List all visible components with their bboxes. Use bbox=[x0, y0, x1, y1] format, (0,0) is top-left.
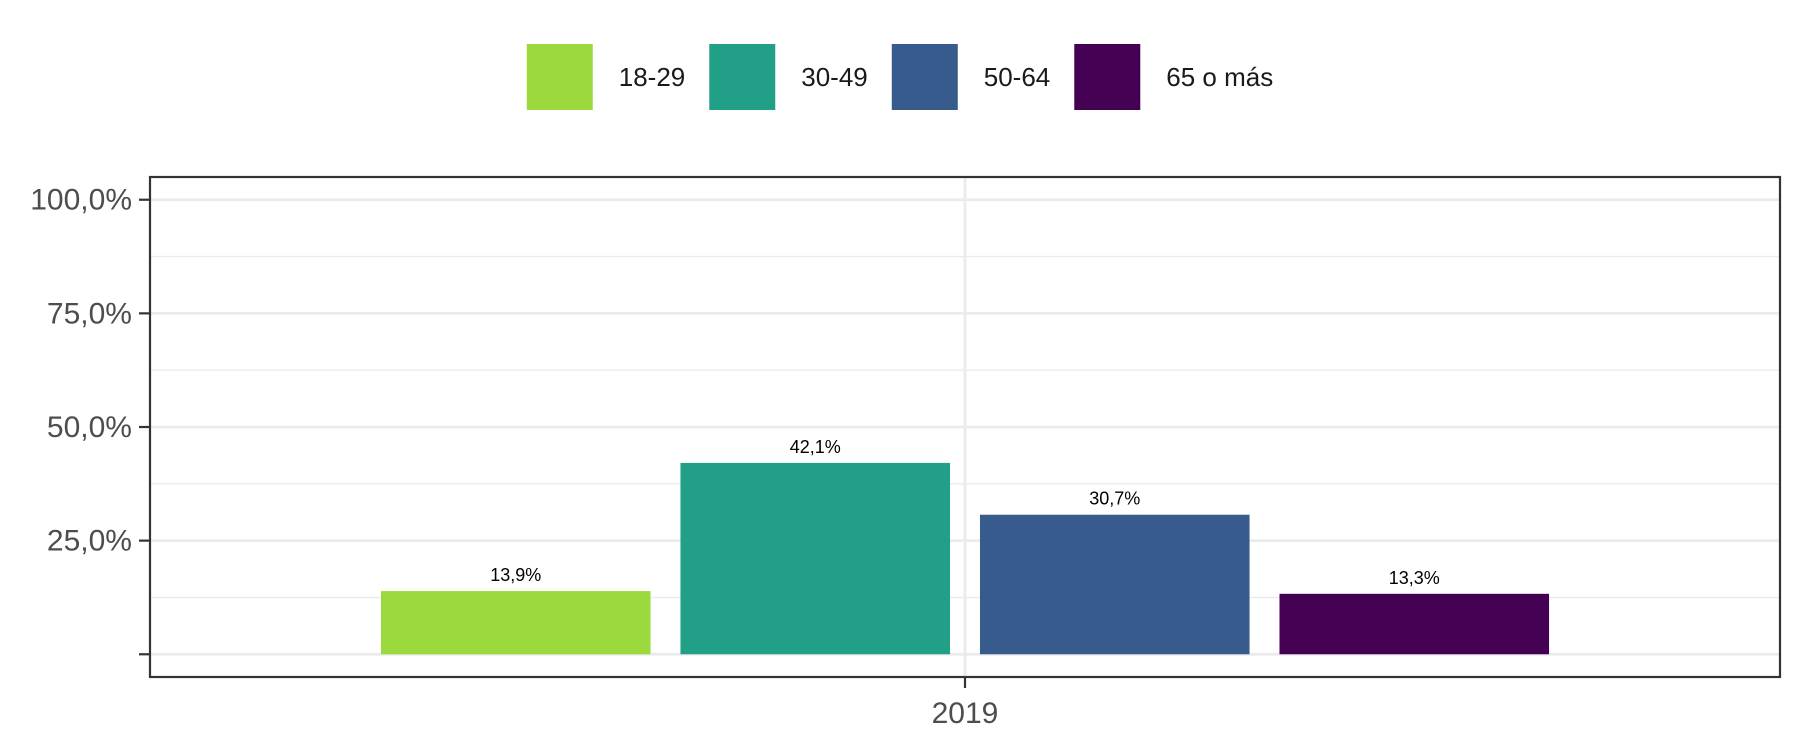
bar-65-o-más bbox=[1279, 593, 1550, 655]
legend-label-50-64: 50-64 bbox=[984, 62, 1051, 92]
y-axis: 25,0% 50,0% 75,0% 100,0% bbox=[30, 184, 150, 656]
legend-key-65-o-más bbox=[1074, 44, 1141, 110]
x-tick-label: 2019 bbox=[932, 697, 999, 730]
legend-key-18-29 bbox=[526, 44, 593, 110]
y-tick-label: 50,0% bbox=[47, 411, 132, 444]
legend-label-65-o-más: 65 o más bbox=[1166, 62, 1273, 92]
data-labels: 13,9% 42,1% 30,7% 13,3% bbox=[490, 437, 1440, 588]
legend-key-50-64 bbox=[891, 44, 958, 110]
bars bbox=[380, 462, 1550, 655]
bar-30-49 bbox=[680, 462, 951, 655]
legend-label-30-49: 30-49 bbox=[801, 62, 868, 92]
major-gridlines bbox=[150, 177, 1780, 677]
bar-18-29 bbox=[380, 591, 651, 655]
plot-area: 13,9% 42,1% 30,7% 13,3% bbox=[148, 175, 1782, 679]
legend-label-18-29: 18-29 bbox=[619, 62, 686, 92]
x-axis: 2019 bbox=[932, 677, 999, 730]
legend: 18-29 30-49 50-64 65 o más bbox=[526, 44, 1273, 110]
y-tick-label: 75,0% bbox=[47, 297, 132, 330]
data-label: 30,7% bbox=[1089, 489, 1140, 509]
data-label: 42,1% bbox=[790, 437, 841, 457]
bar-50-64 bbox=[979, 514, 1250, 655]
data-label: 13,3% bbox=[1389, 568, 1440, 588]
legend-key-30-49 bbox=[709, 44, 776, 110]
data-label: 13,9% bbox=[490, 565, 541, 585]
y-tick-label: 100,0% bbox=[30, 184, 132, 217]
y-tick-label: 25,0% bbox=[47, 525, 132, 558]
